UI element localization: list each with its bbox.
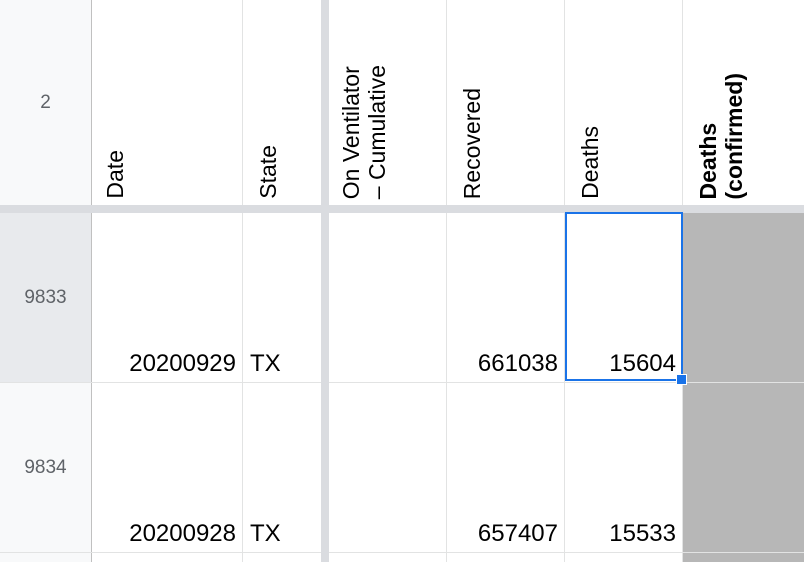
cell-on-ventilator[interactable] xyxy=(330,213,446,382)
header-label-deaths-confirmed: Deaths (confirmed) xyxy=(695,72,747,200)
header-cell-date[interactable]: Date xyxy=(92,0,242,205)
cell-deaths[interactable]: 15533 xyxy=(565,383,682,552)
cell-state[interactable]: TX xyxy=(243,213,321,382)
row-number: 9833 xyxy=(24,286,67,308)
frozen-column-divider[interactable] xyxy=(321,0,329,562)
row-number: 9834 xyxy=(24,456,67,478)
header-label-on-ventilator: On Ventilator – Cumulative xyxy=(338,64,390,199)
header-cell-deaths-confirmed[interactable]: Deaths (confirmed) xyxy=(683,0,804,205)
frozen-row-divider[interactable] xyxy=(0,205,804,213)
cell-selection-border xyxy=(565,212,683,381)
grid-line xyxy=(564,0,565,562)
grid-line xyxy=(0,382,804,383)
row-header-9834[interactable]: 9834 xyxy=(0,383,91,552)
cell-date[interactable]: 20200929 xyxy=(92,213,242,382)
cell-value: 657407 xyxy=(477,520,558,547)
header-label-date: Date xyxy=(102,150,128,199)
row-header-next[interactable] xyxy=(0,553,91,562)
cell-value: 15533 xyxy=(609,520,676,547)
grid-line xyxy=(0,552,804,553)
cell-value: 661038 xyxy=(477,350,558,377)
row-header-9833[interactable]: 9833 xyxy=(0,213,91,382)
header-label-recovered: Recovered xyxy=(459,87,485,199)
header-cell-recovered[interactable]: Recovered xyxy=(447,0,564,205)
cell-value: TX xyxy=(250,350,281,377)
cell-recovered[interactable]: 661038 xyxy=(447,213,564,382)
cell-value: 20200928 xyxy=(129,520,236,547)
header-label-deaths: Deaths xyxy=(577,126,603,199)
cell-value: 20200929 xyxy=(129,350,236,377)
cell-value: TX xyxy=(250,520,281,547)
row-header-2[interactable]: 2 xyxy=(0,0,91,205)
header-cell-on-ventilator[interactable]: On Ventilator – Cumulative xyxy=(330,0,446,205)
cell-deaths-confirmed-next[interactable] xyxy=(683,553,804,562)
grid-line xyxy=(91,0,92,562)
grid-line xyxy=(446,0,447,562)
row-number: 2 xyxy=(40,91,51,113)
fill-handle[interactable] xyxy=(676,374,687,385)
cell-on-ventilator[interactable] xyxy=(330,383,446,552)
header-cell-state[interactable]: State xyxy=(243,0,321,205)
cell-state[interactable]: TX xyxy=(243,383,321,552)
header-cell-deaths[interactable]: Deaths xyxy=(565,0,682,205)
cell-date[interactable]: 20200928 xyxy=(92,383,242,552)
grid-line xyxy=(242,0,243,562)
cell-value: 15604 xyxy=(609,350,676,377)
cell-deaths-confirmed[interactable] xyxy=(683,383,804,552)
cell-deaths-confirmed[interactable] xyxy=(683,213,804,382)
header-label-state: State xyxy=(255,145,281,199)
cell-recovered[interactable]: 657407 xyxy=(447,383,564,552)
cell-deaths[interactable]: 15604 xyxy=(565,213,682,382)
